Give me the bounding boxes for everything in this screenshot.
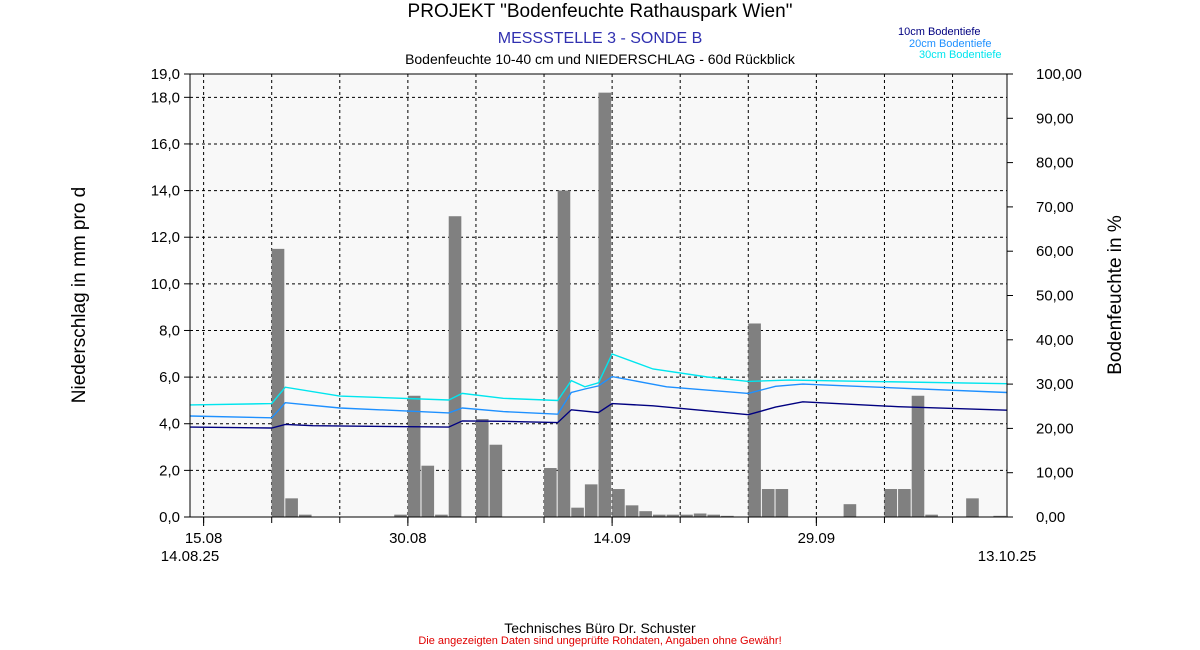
series-20cm-line xyxy=(189,375,1008,419)
precipitation-bar xyxy=(298,514,312,517)
y-left-tick-label: 0,0 xyxy=(159,509,180,526)
precipitation-bar xyxy=(271,248,285,518)
precipitation-bar xyxy=(612,489,625,517)
precipitation-bar xyxy=(598,92,612,517)
axes: 0,0 2,0 4,0 6,0 8,0 10,0 12,0 14,0 16,0 18,0 19,0 0… xyxy=(151,66,1082,565)
series-10cm-line xyxy=(189,401,1008,429)
y-left-tick-label: 6,0 xyxy=(159,369,180,386)
precipitation-bar xyxy=(721,515,734,517)
y-right-tick-label: 50,00 xyxy=(1036,288,1074,305)
precipitation-bar xyxy=(557,190,571,517)
legend-entry-10cm: 10cm Bodentiefe xyxy=(898,26,981,38)
precipitation-bar xyxy=(775,489,789,517)
y-left-tick-label: 18,0 xyxy=(151,89,180,106)
y-right-tick-label: 40,00 xyxy=(1036,332,1074,349)
precipitation-bar xyxy=(925,514,938,517)
soil-moisture-lines xyxy=(189,353,1008,429)
y-left-tick-label: 16,0 xyxy=(151,136,180,153)
precipitation-bar xyxy=(898,489,911,517)
chart-subtitle: MESSSTELLE 3 - SONDE B xyxy=(497,30,703,47)
y-left-tick-label: 8,0 xyxy=(159,322,180,339)
precipitation-bar xyxy=(448,216,462,517)
legend-entry-30cm: 30cm Bodentiefe xyxy=(919,49,1002,61)
precipitation-bar xyxy=(625,505,639,517)
y-left-tick-label: 19,0 xyxy=(151,66,180,83)
series-30cm-line xyxy=(189,353,1008,406)
x-tick-label: 15.08 xyxy=(185,530,223,547)
precipitation-bar xyxy=(748,323,761,517)
precipitation-bar xyxy=(394,514,407,517)
y-left-tick-label: 4,0 xyxy=(159,416,180,433)
precipitation-bar xyxy=(652,514,666,517)
y-left-tick-label: 14,0 xyxy=(151,183,180,200)
y-right-tick-label: 100,00 xyxy=(1036,66,1082,83)
precipitation-bar xyxy=(571,507,584,517)
y-right-tick-label: 60,00 xyxy=(1036,243,1074,260)
precipitation-bar xyxy=(911,395,925,517)
precipitation-bar xyxy=(285,498,298,517)
x-tick-label: 14.09 xyxy=(593,530,631,547)
chart-title: PROJEKT "Bodenfeuchte Rathauspark Wien" xyxy=(407,1,793,22)
footer-company: Technisches Büro Dr. Schuster xyxy=(504,620,696,636)
precipitation-bar xyxy=(435,514,448,517)
precipitation-bar xyxy=(489,444,503,517)
precipitation-bar xyxy=(693,513,707,517)
precipitation-bar xyxy=(584,484,598,517)
y-right-tick-label: 20,00 xyxy=(1036,420,1074,437)
y-right-tick-label: 80,00 xyxy=(1036,155,1074,172)
precipitation-bar xyxy=(666,514,680,517)
y-left-tick-label: 10,0 xyxy=(151,276,180,293)
y-right-tick-label: 0,00 xyxy=(1036,509,1065,526)
precipitation-bar xyxy=(966,498,979,517)
precipitation-bar xyxy=(884,489,898,517)
y-left-tick-label: 2,0 xyxy=(159,462,180,479)
y-right-tick-label: 70,00 xyxy=(1036,199,1074,216)
y-left-tick-label: 12,0 xyxy=(151,229,180,246)
footer-disclaimer: Die angezeigten Daten sind ungeprüfte Ro… xyxy=(418,635,782,647)
x-start-date-label: 14.08.25 xyxy=(161,548,219,565)
precipitation-bar xyxy=(544,468,557,517)
precipitation-bar xyxy=(407,395,421,517)
precipitation-bar xyxy=(639,511,652,517)
chart-description: Bodenfeuchte 10-40 cm und NIEDERSCHLAG -… xyxy=(405,51,795,67)
precipitation-bar xyxy=(421,465,435,517)
precipitation-bar xyxy=(843,504,857,517)
y-right-tick-label: 90,00 xyxy=(1036,110,1074,127)
legend-entry-20cm: 20cm Bodentiefe xyxy=(909,38,992,50)
precipitation-bar xyxy=(680,514,693,517)
x-tick-label: 29.09 xyxy=(798,530,836,547)
precipitation-bar xyxy=(993,515,1006,517)
precipitation-bar xyxy=(475,419,489,517)
x-end-date-label: 13.10.25 xyxy=(978,548,1036,565)
precipitation-bar xyxy=(761,489,775,517)
y-right-tick-label: 10,00 xyxy=(1036,465,1074,482)
y-right-tick-label: 30,00 xyxy=(1036,376,1074,393)
precipitation-bar xyxy=(707,514,721,517)
x-tick-label: 30.08 xyxy=(389,530,427,547)
